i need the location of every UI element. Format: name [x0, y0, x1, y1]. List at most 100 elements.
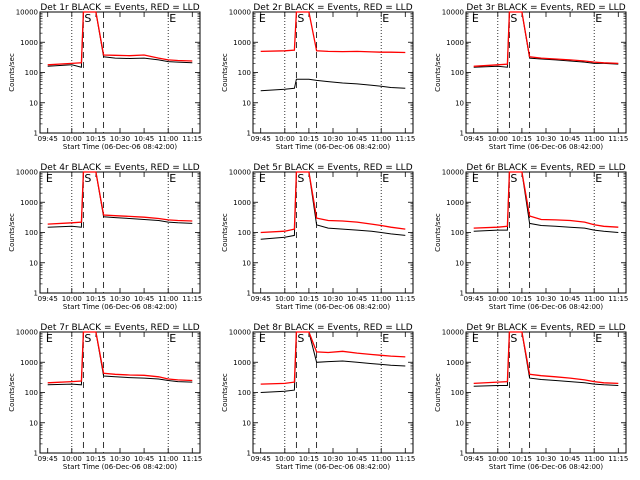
y-tick-label: 1 — [460, 290, 464, 298]
x-tick-label: 10:30 — [323, 455, 343, 463]
marker-e: E — [169, 332, 176, 345]
y-axis-title: Counts/sec — [8, 373, 16, 412]
x-tick-label: 11:00 — [158, 455, 178, 463]
x-tick-label: 09:45 — [464, 135, 484, 143]
plot-frame — [252, 331, 414, 454]
x-tick-label: 10:30 — [536, 135, 556, 143]
x-tick-label: 11:00 — [158, 135, 178, 143]
x-tick-label: 09:45 — [464, 455, 484, 463]
x-tick-label: 10:00 — [62, 455, 82, 463]
y-tick-label: 100 — [25, 389, 38, 397]
marker-e: E — [595, 172, 602, 185]
marker-e: E — [472, 12, 479, 25]
y-tick-label: 10000 — [16, 329, 38, 337]
y-tick-label: 10000 — [442, 9, 464, 17]
x-axis-title: Start Time (06-Dec-06 08:42:00) — [276, 303, 390, 311]
y-tick-label: 10 — [242, 419, 251, 427]
x-tick-label: 11:15 — [182, 455, 202, 463]
marker-s: S — [84, 332, 91, 345]
panel-title: Det 7r BLACK = Events, RED = LLD — [40, 323, 199, 333]
plot-frame — [39, 171, 201, 294]
plot-frame — [465, 11, 627, 134]
panel-det-9: Det 9r BLACK = Events, RED = LLD 1 10 100 10… — [434, 323, 628, 471]
marker-e: E — [472, 332, 479, 345]
panel-det-5: Det 5r BLACK = Events, RED = LLD 1 10 100 10… — [221, 163, 415, 311]
y-tick-label: 10000 — [442, 169, 464, 177]
x-axis-title: Start Time (06-Dec-06 08:42:00) — [63, 463, 177, 471]
x-axis-title: Start Time (06-Dec-06 08:42:00) — [489, 463, 603, 471]
series-line-events — [473, 331, 619, 387]
x-tick-label: 11:00 — [158, 295, 178, 303]
y-tick-label: 1000 — [20, 359, 38, 367]
x-tick-label: 09:45 — [38, 135, 58, 143]
y-tick-label: 100 — [451, 69, 464, 77]
x-tick-label: 11:15 — [395, 295, 415, 303]
marker-e: E — [382, 12, 389, 25]
x-tick-label: 09:45 — [251, 135, 271, 143]
panel-det-4: Det 4r BLACK = Events, RED = LLD 1 10 100 10… — [8, 163, 202, 311]
y-tick-label: 1000 — [446, 199, 464, 207]
x-tick-label: 10:30 — [110, 135, 130, 143]
y-tick-label: 100 — [238, 389, 251, 397]
x-tick-label: 10:15 — [512, 135, 532, 143]
x-tick-label: 10:00 — [62, 295, 82, 303]
panel-det-1: Det 1r BLACK = Events, RED = LLD 1 10 100 10… — [8, 3, 202, 151]
y-tick-label: 10 — [242, 259, 251, 267]
marker-s: S — [84, 172, 91, 185]
y-axis-title: Counts/sec — [434, 53, 442, 92]
panel-title: Det 2r BLACK = Events, RED = LLD — [253, 3, 412, 13]
marker-e: E — [46, 332, 53, 345]
series-line-lld — [473, 171, 619, 229]
x-tick-label: 11:00 — [371, 295, 391, 303]
x-tick-label: 10:45 — [560, 455, 580, 463]
y-tick-label: 1000 — [446, 39, 464, 47]
y-axis-title: Counts/sec — [221, 213, 229, 252]
x-tick-label: 10:00 — [488, 135, 508, 143]
series-line-lld — [47, 171, 193, 225]
series-line-events — [47, 11, 193, 68]
x-tick-label: 10:15 — [86, 135, 106, 143]
marker-e: E — [472, 172, 479, 185]
y-tick-label: 1000 — [233, 359, 251, 367]
x-tick-label: 10:00 — [275, 295, 295, 303]
x-tick-label: 10:15 — [512, 295, 532, 303]
marker-e: E — [595, 12, 602, 25]
x-tick-label: 10:00 — [275, 455, 295, 463]
x-axis-title: Start Time (06-Dec-06 08:42:00) — [489, 303, 603, 311]
x-tick-label: 10:15 — [86, 295, 106, 303]
x-tick-label: 10:45 — [347, 135, 367, 143]
x-tick-label: 11:15 — [608, 455, 628, 463]
x-tick-label: 10:45 — [347, 295, 367, 303]
x-axis-title: Start Time (06-Dec-06 08:42:00) — [276, 463, 390, 471]
x-tick-label: 10:45 — [347, 455, 367, 463]
y-tick-label: 1 — [34, 290, 38, 298]
series-line-lld — [260, 11, 406, 54]
y-tick-label: 1 — [34, 130, 38, 138]
series-line-lld — [260, 331, 406, 385]
plot-frame — [465, 171, 627, 294]
x-tick-label: 10:30 — [323, 295, 343, 303]
x-tick-label: 11:00 — [584, 295, 604, 303]
x-tick-label: 10:15 — [299, 455, 319, 463]
y-tick-label: 10 — [29, 259, 38, 267]
panel-title: Det 6r BLACK = Events, RED = LLD — [466, 163, 625, 173]
y-tick-label: 1000 — [233, 39, 251, 47]
series-line-events — [260, 171, 406, 240]
y-tick-label: 10000 — [442, 329, 464, 337]
x-tick-label: 11:00 — [371, 135, 391, 143]
y-tick-label: 10000 — [16, 9, 38, 17]
x-tick-label: 10:30 — [323, 135, 343, 143]
y-tick-label: 100 — [25, 229, 38, 237]
marker-e: E — [169, 172, 176, 185]
series-line-events — [260, 331, 406, 393]
y-tick-label: 1 — [247, 290, 251, 298]
series-line-events — [47, 171, 193, 228]
y-tick-label: 100 — [25, 69, 38, 77]
y-axis-title: Counts/sec — [434, 213, 442, 252]
series-line-lld — [473, 331, 619, 385]
x-tick-label: 10:15 — [299, 135, 319, 143]
x-tick-label: 11:00 — [584, 455, 604, 463]
x-tick-label: 10:45 — [134, 135, 154, 143]
x-tick-label: 11:00 — [371, 455, 391, 463]
plot-frame — [39, 331, 201, 454]
